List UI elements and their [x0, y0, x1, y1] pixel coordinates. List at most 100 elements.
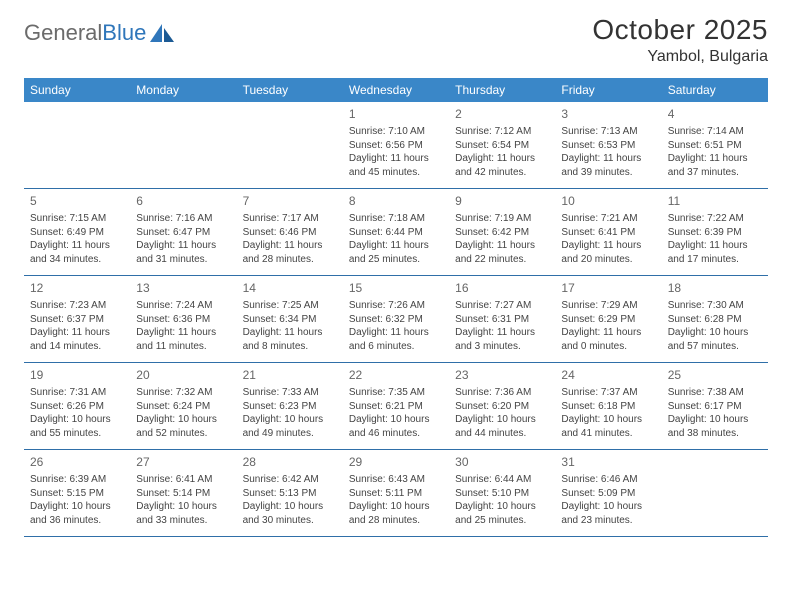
daylight-line: Daylight: 11 hours and 8 minutes.: [243, 326, 337, 353]
sunrise-line: Sunrise: 7:19 AM: [455, 212, 549, 226]
sunrise-line: Sunrise: 6:42 AM: [243, 473, 337, 487]
sunrise-line: Sunrise: 6:43 AM: [349, 473, 443, 487]
weekday-header: Tuesday: [237, 78, 343, 102]
daylight-line: Daylight: 11 hours and 20 minutes.: [561, 239, 655, 266]
sunset-line: Sunset: 6:18 PM: [561, 400, 655, 414]
day-cell: 4Sunrise: 7:14 AMSunset: 6:51 PMDaylight…: [662, 102, 768, 188]
day-cell: 17Sunrise: 7:29 AMSunset: 6:29 PMDayligh…: [555, 276, 661, 362]
month-title: October 2025: [592, 14, 768, 46]
sunrise-line: Sunrise: 7:25 AM: [243, 299, 337, 313]
sunrise-line: Sunrise: 7:15 AM: [30, 212, 124, 226]
sunrise-line: Sunrise: 7:10 AM: [349, 125, 443, 139]
day-number: 25: [668, 367, 762, 383]
daylight-line: Daylight: 11 hours and 14 minutes.: [30, 326, 124, 353]
day-cell: 1Sunrise: 7:10 AMSunset: 6:56 PMDaylight…: [343, 102, 449, 188]
sunrise-line: Sunrise: 7:16 AM: [136, 212, 230, 226]
day-cell: 22Sunrise: 7:35 AMSunset: 6:21 PMDayligh…: [343, 363, 449, 449]
sunset-line: Sunset: 6:21 PM: [349, 400, 443, 414]
sunset-line: Sunset: 6:51 PM: [668, 139, 762, 153]
day-cell: 19Sunrise: 7:31 AMSunset: 6:26 PMDayligh…: [24, 363, 130, 449]
day-cell: 20Sunrise: 7:32 AMSunset: 6:24 PMDayligh…: [130, 363, 236, 449]
day-cell-empty: [24, 102, 130, 188]
logo-sail-icon: [150, 24, 176, 42]
day-cell: 6Sunrise: 7:16 AMSunset: 6:47 PMDaylight…: [130, 189, 236, 275]
weekday-header: Friday: [555, 78, 661, 102]
sunrise-line: Sunrise: 7:24 AM: [136, 299, 230, 313]
weeks-container: 1Sunrise: 7:10 AMSunset: 6:56 PMDaylight…: [24, 102, 768, 537]
day-cell: 27Sunrise: 6:41 AMSunset: 5:14 PMDayligh…: [130, 450, 236, 536]
sunrise-line: Sunrise: 7:31 AM: [30, 386, 124, 400]
sunset-line: Sunset: 6:17 PM: [668, 400, 762, 414]
sunrise-line: Sunrise: 7:35 AM: [349, 386, 443, 400]
daylight-line: Daylight: 11 hours and 42 minutes.: [455, 152, 549, 179]
sunset-line: Sunset: 6:28 PM: [668, 313, 762, 327]
daylight-line: Daylight: 10 hours and 30 minutes.: [243, 500, 337, 527]
sunrise-line: Sunrise: 7:37 AM: [561, 386, 655, 400]
day-number: 4: [668, 106, 762, 122]
daylight-line: Daylight: 10 hours and 23 minutes.: [561, 500, 655, 527]
sunrise-line: Sunrise: 7:38 AM: [668, 386, 762, 400]
sunrise-line: Sunrise: 7:12 AM: [455, 125, 549, 139]
daylight-line: Daylight: 11 hours and 6 minutes.: [349, 326, 443, 353]
sunset-line: Sunset: 6:23 PM: [243, 400, 337, 414]
day-number: 27: [136, 454, 230, 470]
day-number: 15: [349, 280, 443, 296]
day-cell: 21Sunrise: 7:33 AMSunset: 6:23 PMDayligh…: [237, 363, 343, 449]
week-row: 5Sunrise: 7:15 AMSunset: 6:49 PMDaylight…: [24, 189, 768, 276]
day-number: 24: [561, 367, 655, 383]
weekday-header: Sunday: [24, 78, 130, 102]
day-cell: 26Sunrise: 6:39 AMSunset: 5:15 PMDayligh…: [24, 450, 130, 536]
day-cell: 12Sunrise: 7:23 AMSunset: 6:37 PMDayligh…: [24, 276, 130, 362]
day-cell: 9Sunrise: 7:19 AMSunset: 6:42 PMDaylight…: [449, 189, 555, 275]
sunset-line: Sunset: 6:47 PM: [136, 226, 230, 240]
logo: GeneralBlue: [24, 14, 176, 46]
sunrise-line: Sunrise: 7:21 AM: [561, 212, 655, 226]
day-cell: 24Sunrise: 7:37 AMSunset: 6:18 PMDayligh…: [555, 363, 661, 449]
day-cell: 5Sunrise: 7:15 AMSunset: 6:49 PMDaylight…: [24, 189, 130, 275]
calendar: SundayMondayTuesdayWednesdayThursdayFrid…: [24, 78, 768, 537]
day-number: 2: [455, 106, 549, 122]
day-cell: 8Sunrise: 7:18 AMSunset: 6:44 PMDaylight…: [343, 189, 449, 275]
sunset-line: Sunset: 6:44 PM: [349, 226, 443, 240]
sunset-line: Sunset: 6:54 PM: [455, 139, 549, 153]
daylight-line: Daylight: 10 hours and 36 minutes.: [30, 500, 124, 527]
day-number: 8: [349, 193, 443, 209]
sunrise-line: Sunrise: 7:33 AM: [243, 386, 337, 400]
sunrise-line: Sunrise: 7:29 AM: [561, 299, 655, 313]
sunrise-line: Sunrise: 7:27 AM: [455, 299, 549, 313]
sunrise-line: Sunrise: 7:36 AM: [455, 386, 549, 400]
day-cell: 11Sunrise: 7:22 AMSunset: 6:39 PMDayligh…: [662, 189, 768, 275]
day-number: 13: [136, 280, 230, 296]
daylight-line: Daylight: 10 hours and 46 minutes.: [349, 413, 443, 440]
daylight-line: Daylight: 11 hours and 3 minutes.: [455, 326, 549, 353]
day-number: 7: [243, 193, 337, 209]
weekday-header: Wednesday: [343, 78, 449, 102]
daylight-line: Daylight: 10 hours and 55 minutes.: [30, 413, 124, 440]
logo-text-gray: General: [24, 20, 102, 46]
sunset-line: Sunset: 6:46 PM: [243, 226, 337, 240]
day-cell: 28Sunrise: 6:42 AMSunset: 5:13 PMDayligh…: [237, 450, 343, 536]
daylight-line: Daylight: 11 hours and 22 minutes.: [455, 239, 549, 266]
day-number: 31: [561, 454, 655, 470]
day-cell-empty: [237, 102, 343, 188]
week-row: 1Sunrise: 7:10 AMSunset: 6:56 PMDaylight…: [24, 102, 768, 189]
day-cell: 14Sunrise: 7:25 AMSunset: 6:34 PMDayligh…: [237, 276, 343, 362]
day-number: 17: [561, 280, 655, 296]
sunrise-line: Sunrise: 7:23 AM: [30, 299, 124, 313]
daylight-line: Daylight: 11 hours and 39 minutes.: [561, 152, 655, 179]
daylight-line: Daylight: 10 hours and 52 minutes.: [136, 413, 230, 440]
weekday-header: Monday: [130, 78, 236, 102]
day-cell: 31Sunrise: 6:46 AMSunset: 5:09 PMDayligh…: [555, 450, 661, 536]
sunrise-line: Sunrise: 7:17 AM: [243, 212, 337, 226]
day-cell: 3Sunrise: 7:13 AMSunset: 6:53 PMDaylight…: [555, 102, 661, 188]
location: Yambol, Bulgaria: [592, 48, 768, 66]
sunset-line: Sunset: 6:20 PM: [455, 400, 549, 414]
day-number: 16: [455, 280, 549, 296]
day-cell: 15Sunrise: 7:26 AMSunset: 6:32 PMDayligh…: [343, 276, 449, 362]
day-number: 11: [668, 193, 762, 209]
day-number: 20: [136, 367, 230, 383]
day-number: 12: [30, 280, 124, 296]
daylight-line: Daylight: 10 hours and 44 minutes.: [455, 413, 549, 440]
daylight-line: Daylight: 11 hours and 0 minutes.: [561, 326, 655, 353]
page-header: GeneralBlue October 2025 Yambol, Bulgari…: [24, 14, 768, 66]
